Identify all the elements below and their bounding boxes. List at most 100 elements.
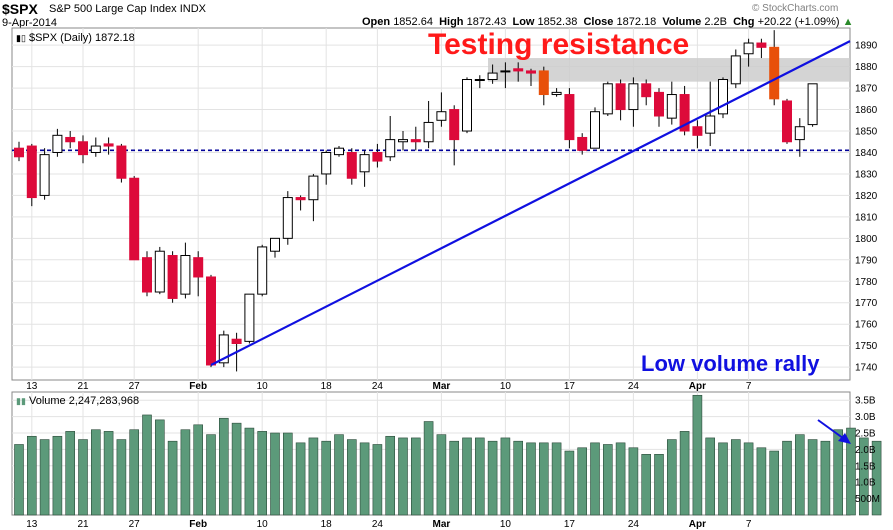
price-tick-label: 1810	[855, 212, 878, 223]
date-tick-label: 24	[628, 381, 640, 392]
candle-body	[39, 154, 50, 196]
volume-tick-label: 3.5B	[855, 396, 876, 407]
volume-bar	[551, 442, 562, 516]
volume-bar	[513, 440, 524, 516]
volume-bar	[321, 440, 332, 516]
date-tick-label: 24	[628, 519, 640, 530]
candle-body	[52, 134, 63, 153]
candle-body	[513, 68, 524, 72]
volume-bar	[462, 437, 472, 516]
open-label: Open	[362, 16, 391, 28]
up-arrow-icon: ▲	[842, 16, 854, 28]
date-axis-price: 13 21 27 Feb 10 18 24 Mar 10 17 24 Apr 7	[26, 381, 752, 392]
resistance-band	[488, 58, 850, 82]
candle-body	[26, 145, 37, 199]
volume-bar	[436, 434, 447, 516]
date-tick-label: 10	[257, 519, 269, 530]
volume-bar	[334, 434, 344, 516]
date-tick-label: 13	[26, 519, 38, 530]
volume-bar	[833, 429, 844, 516]
price-tick-label: 1860	[855, 105, 878, 116]
brand-watermark[interactable]: © StockCharts.com	[752, 3, 839, 14]
volume-bar	[577, 447, 588, 516]
candle-body	[308, 175, 319, 201]
volume-bar	[385, 435, 396, 516]
volume-bar	[769, 450, 780, 516]
close-label: Close	[583, 16, 614, 28]
volume-bar	[180, 429, 191, 516]
candle-body	[103, 143, 114, 147]
date-tick-label: 27	[129, 519, 141, 530]
date-tick-label: 21	[77, 519, 89, 530]
date-tick-label: 10	[500, 381, 512, 392]
volume-bar	[116, 439, 127, 516]
date-tick-label: 18	[321, 381, 333, 392]
volume-bar	[78, 439, 88, 516]
price-tick-label: 1820	[855, 191, 878, 202]
ohlc-summary: Open 1852.64 High 1872.43 Low 1852.38 Cl…	[362, 16, 853, 28]
volume-bar	[372, 444, 383, 516]
volume-bar	[52, 435, 63, 516]
volume-axis: 3.5B 3.0B 2.5B 2.0B 1.5B 1.0B 500M	[855, 396, 880, 505]
date-tick-label: 7	[746, 381, 752, 392]
volume-bar	[705, 437, 716, 516]
candle-body	[334, 147, 344, 156]
candle-body	[282, 197, 293, 239]
candle-body	[193, 257, 204, 278]
volume-bar	[410, 437, 421, 516]
date-axis-volume: 13 21 27 Feb 10 18 24 Mar 10 17 24 Apr 7	[26, 519, 752, 530]
date-tick-label: Mar	[433, 519, 451, 530]
candle-body	[116, 145, 127, 179]
volume-bar	[219, 417, 229, 516]
price-tick-label: 1800	[855, 234, 878, 245]
candle-body	[154, 250, 165, 293]
volume-tick-label: 1.0B	[855, 478, 876, 489]
volume-bar	[846, 427, 856, 516]
volume-bar	[692, 394, 703, 516]
volume-bar	[590, 442, 600, 516]
volume-tick-label: 3.0B	[855, 412, 876, 423]
date-tick-label: 10	[257, 381, 269, 392]
candle-body	[295, 197, 306, 201]
candle-body	[78, 141, 88, 156]
low-label: Low	[512, 16, 535, 28]
volume-bar	[14, 444, 24, 516]
volume-bar	[615, 442, 626, 516]
price-tick-label: 1840	[855, 148, 878, 159]
candle-body	[615, 83, 626, 111]
candle-body	[718, 79, 728, 115]
candle-body	[628, 83, 639, 111]
volume-bar	[628, 447, 639, 516]
date-tick-label: 24	[372, 519, 384, 530]
volume-bar	[39, 439, 50, 516]
candle-body	[257, 246, 268, 295]
date-tick-label: Apr	[689, 381, 706, 392]
candle-body	[807, 83, 818, 126]
candle-body	[65, 136, 76, 143]
chart-date: 9-Apr-2014	[2, 17, 58, 29]
volume-bar	[155, 419, 165, 516]
candle-body	[372, 151, 383, 162]
volume-bar	[807, 439, 818, 516]
candle-body	[423, 121, 434, 143]
candle-body	[692, 126, 703, 136]
candle-body	[769, 46, 780, 100]
candle-body	[449, 109, 460, 141]
volume-legend-text: Volume 2,247,283,968	[28, 395, 140, 407]
open-value: 1852.64	[393, 16, 433, 28]
candle-body	[654, 91, 664, 117]
date-tick-label: Feb	[189, 519, 207, 530]
chg-label: Chg	[733, 16, 755, 28]
volume-tick-label: 2.5B	[855, 429, 876, 440]
date-tick-label: 17	[564, 381, 576, 392]
date-tick-label: 13	[26, 381, 38, 392]
volume-bar	[346, 439, 357, 516]
candle-body	[180, 255, 191, 295]
candle-body	[679, 94, 690, 132]
candle-body	[705, 115, 716, 134]
volume-bar	[500, 437, 511, 516]
volume-bar	[564, 450, 575, 516]
volume-bar	[858, 437, 869, 516]
date-tick-label: 21	[77, 381, 89, 392]
date-tick-label: 7	[746, 519, 752, 530]
